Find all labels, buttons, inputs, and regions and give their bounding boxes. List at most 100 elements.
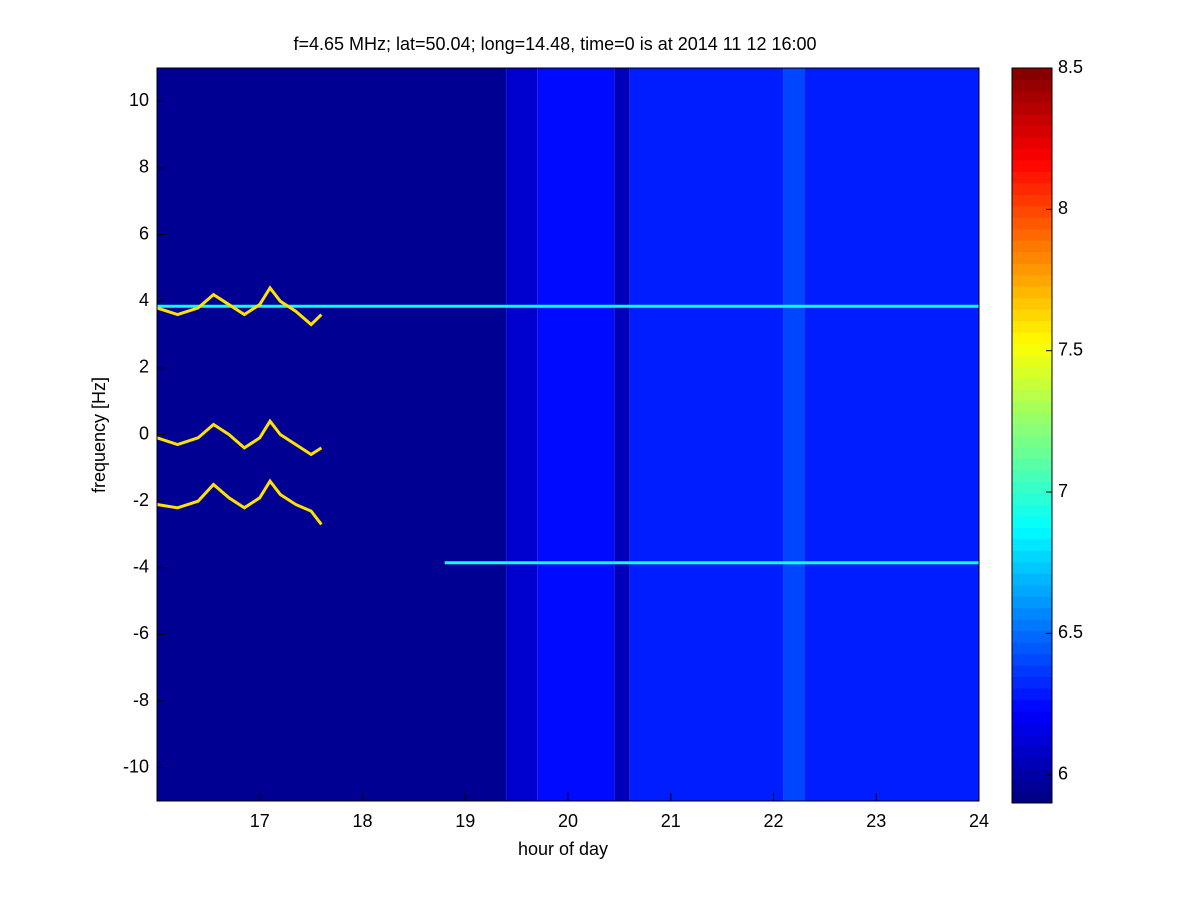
colorbar-swatch: [1012, 68, 1052, 80]
colorbar-swatch: [1012, 538, 1052, 551]
heat-band: [629, 68, 784, 801]
colorbar-swatch: [1012, 286, 1052, 299]
y-tick-label: -6: [133, 623, 149, 643]
heat-band: [537, 68, 615, 801]
colorbar-swatch: [1012, 125, 1052, 138]
colorbar-swatch: [1012, 561, 1052, 574]
colorbar-swatch: [1012, 102, 1052, 115]
colorbar-swatch: [1012, 320, 1052, 333]
x-tick-label: 23: [866, 811, 886, 831]
heat-band: [804, 68, 979, 801]
y-tick-label: 8: [139, 157, 149, 177]
signal-trace: [156, 478, 323, 526]
colorbar-swatch: [1012, 469, 1052, 482]
colorbar-swatch: [1012, 90, 1052, 103]
colorbar-swatch: [1012, 79, 1052, 92]
colorbar-tick-label: 8.5: [1058, 57, 1083, 77]
colorbar-swatch: [1012, 401, 1052, 414]
colorbar-swatch: [1012, 584, 1052, 597]
y-tick-label: -4: [133, 557, 149, 577]
colorbar-swatch: [1012, 274, 1052, 287]
colorbar-swatch: [1012, 596, 1052, 609]
x-tick-label: 22: [763, 811, 783, 831]
colorbar-swatch: [1012, 366, 1052, 379]
colorbar-swatch: [1012, 757, 1052, 770]
colorbar-swatch: [1012, 676, 1052, 689]
colorbar-swatch: [1012, 515, 1052, 528]
colorbar-swatch: [1012, 458, 1052, 471]
colorbar-swatch: [1012, 136, 1052, 149]
colorbar-swatch: [1012, 424, 1052, 436]
x-tick-label: 18: [352, 811, 372, 831]
colorbar-swatch: [1012, 228, 1052, 241]
y-tick-label: 0: [139, 423, 149, 443]
y-tick-label: 6: [139, 223, 149, 243]
colorbar-swatch: [1012, 665, 1052, 678]
x-tick-label: 21: [661, 811, 681, 831]
colorbar-swatch: [1012, 630, 1052, 643]
colorbar-swatch: [1012, 711, 1052, 724]
colorbar-swatch: [1012, 217, 1052, 230]
colorbar-swatch: [1012, 343, 1052, 356]
colorbar-swatch: [1012, 734, 1052, 747]
colorbar-tick-label: 7: [1058, 481, 1068, 501]
colorbar-frame: [1011, 67, 1053, 804]
x-tick-label: 24: [969, 811, 989, 831]
colorbar-swatch: [1012, 504, 1052, 517]
colorbar-swatch: [1012, 573, 1052, 586]
colorbar-swatch: [1012, 389, 1052, 402]
colorbar-swatch: [1012, 309, 1052, 322]
colorbar-swatch: [1012, 171, 1052, 184]
colorbar-tick-label: 8: [1058, 198, 1068, 218]
colorbar-swatch: [1012, 791, 1052, 804]
colorbar-swatch: [1012, 182, 1052, 195]
colorbar-swatch: [1012, 550, 1052, 563]
colorbar-swatch: [1012, 113, 1052, 126]
y-tick-label: 2: [139, 357, 149, 377]
colorbar-swatch: [1012, 768, 1052, 781]
colorbar-swatch: [1012, 240, 1052, 253]
signal-trace: [156, 285, 323, 327]
colorbar-swatch: [1012, 699, 1052, 712]
colorbar-swatch: [1012, 378, 1052, 391]
colorbar-swatch: [1012, 205, 1052, 218]
colorbar-swatch: [1012, 355, 1052, 368]
x-tick-label: 20: [558, 811, 578, 831]
colorbar-swatch: [1012, 642, 1052, 655]
colorbar-swatch: [1012, 607, 1052, 620]
y-tick-label: -8: [133, 690, 149, 710]
colorbar-swatch: [1012, 412, 1052, 425]
colorbar-tick-label: 6: [1058, 763, 1068, 783]
colorbar-swatch: [1012, 688, 1052, 701]
colorbar-swatch: [1012, 446, 1052, 459]
colorbar-swatch: [1012, 619, 1052, 632]
heat-band: [157, 68, 507, 801]
chart-title: f=4.65 MHz; lat=50.04; long=14.48, time=…: [293, 34, 816, 54]
x-axis-label: hour of day: [518, 839, 608, 859]
colorbar-swatch: [1012, 780, 1052, 793]
signal-trace: [156, 418, 323, 457]
heat-band: [614, 68, 630, 801]
colorbar-tick-label: 6.5: [1058, 622, 1083, 642]
colorbar-swatch: [1012, 332, 1052, 345]
y-tick-label: 10: [129, 90, 149, 110]
y-tick-label: -10: [123, 756, 149, 776]
y-axis-label: frequency [Hz]: [89, 377, 109, 493]
colorbar-swatch: [1012, 263, 1052, 276]
colorbar-swatch: [1012, 745, 1052, 758]
x-tick-label: 19: [455, 811, 475, 831]
colorbar-swatch: [1012, 194, 1052, 207]
colorbar-tick-label: 7.5: [1058, 339, 1083, 359]
colorbar-swatch: [1012, 481, 1052, 494]
colorbar-swatch: [1012, 435, 1052, 448]
colorbar-swatch: [1012, 297, 1052, 310]
colorbar-swatch: [1012, 148, 1052, 161]
y-tick-label: 4: [139, 290, 149, 310]
colorbar-swatch: [1012, 653, 1052, 666]
x-tick-label: 17: [250, 811, 270, 831]
y-tick-label: -2: [133, 490, 149, 510]
colorbar-swatch: [1012, 492, 1052, 505]
heat-band: [506, 68, 538, 801]
